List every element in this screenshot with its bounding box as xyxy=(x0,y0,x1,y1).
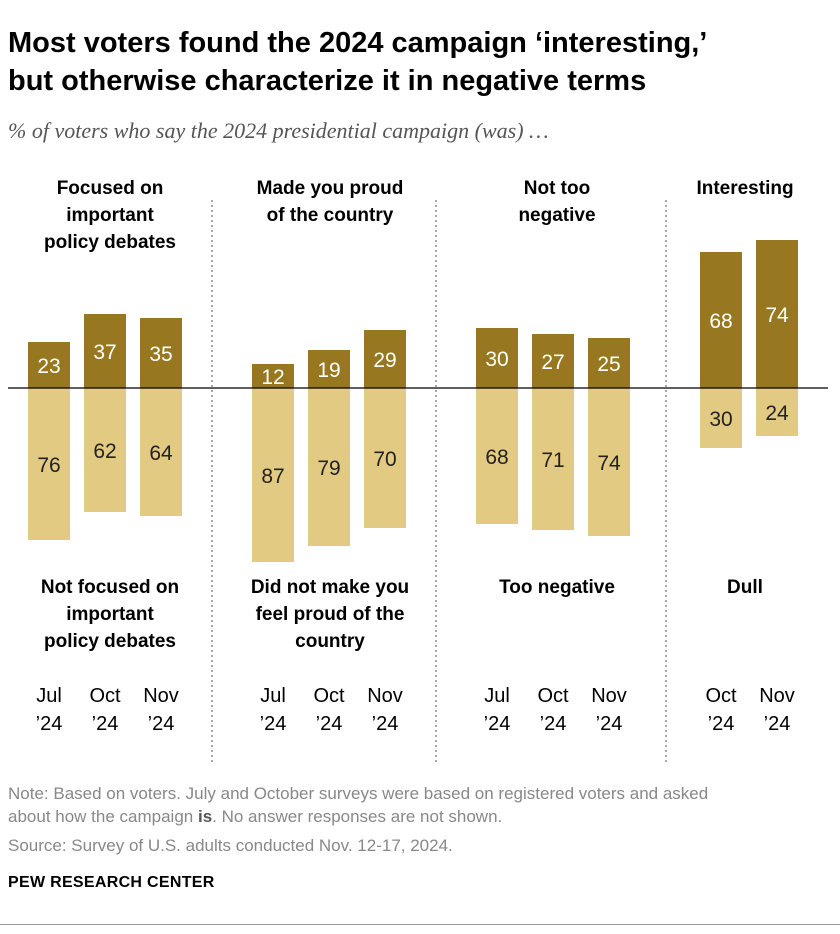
data-label-negative: 74 xyxy=(597,452,621,475)
data-label-positive: 25 xyxy=(597,353,620,376)
note-line-2: about how the campaign is. No answer res… xyxy=(8,805,838,828)
bar-positive xyxy=(308,350,350,388)
data-label-positive: 35 xyxy=(149,343,172,366)
bar-chart: Focused on important policy debates Not foc… xyxy=(8,178,828,762)
group-bottom-label-2: Did not make you xyxy=(251,577,409,598)
data-label-negative: 87 xyxy=(261,465,284,488)
x-tick-year: ’24 xyxy=(484,713,511,735)
group-top-label-2: Made you proud xyxy=(257,178,404,199)
group-bottom-label-2: country xyxy=(295,631,365,652)
bar-negative xyxy=(28,388,70,540)
bar-negative xyxy=(756,388,798,436)
x-tick-year: ’24 xyxy=(540,713,567,735)
data-label-positive: 68 xyxy=(709,310,732,333)
x-tick-year: ’24 xyxy=(92,713,119,735)
bar-positive xyxy=(588,338,630,388)
group-top-label-2: of the country xyxy=(267,205,394,226)
bar-negative xyxy=(532,388,574,530)
group-top-label-1: important xyxy=(66,205,154,226)
data-label-negative: 30 xyxy=(709,408,732,431)
group-bottom-label-3: Too negative xyxy=(499,577,615,598)
data-label-positive: 29 xyxy=(373,349,396,372)
x-tick-month: Jul xyxy=(484,685,510,707)
data-label-negative: 68 xyxy=(485,446,508,469)
group-top-label-3: negative xyxy=(518,205,595,226)
bar-negative xyxy=(140,388,182,516)
chart-source: Source: Survey of U.S. adults conducted … xyxy=(8,836,453,855)
group-bottom-label-1: important xyxy=(66,604,154,625)
data-label-positive: 23 xyxy=(37,355,60,378)
x-tick-month: Nov xyxy=(759,685,795,707)
bar-positive xyxy=(28,342,70,388)
x-tick-year: ’24 xyxy=(316,713,343,735)
x-tick-year: ’24 xyxy=(260,713,287,735)
data-label-positive: 74 xyxy=(765,304,789,327)
data-label-negative: 62 xyxy=(93,440,116,463)
group-bottom-label-1: policy debates xyxy=(44,631,176,652)
x-tick-year: ’24 xyxy=(372,713,399,735)
bar-positive xyxy=(700,252,742,388)
x-tick-year: ’24 xyxy=(148,713,175,735)
bar-negative xyxy=(700,388,742,448)
note-line-2-start: about how the campaign xyxy=(8,807,198,826)
bar-negative xyxy=(588,388,630,536)
x-tick-year: ’24 xyxy=(36,713,63,735)
data-label-negative: 24 xyxy=(765,402,789,425)
bar-positive xyxy=(140,318,182,388)
note-line-2-end: . No answer responses are not shown. xyxy=(212,807,503,826)
note-line-1: Note: Based on voters. July and October … xyxy=(8,784,709,803)
data-label-positive: 27 xyxy=(541,351,564,374)
chart-title-line-1: Most voters found the 2024 campaign ‘int… xyxy=(8,27,708,59)
bar-negative xyxy=(84,388,126,512)
bar-positive xyxy=(756,240,798,388)
group-bottom-label-2: feel proud of the xyxy=(256,604,405,625)
data-label-positive: 37 xyxy=(93,341,116,364)
x-tick-month: Jul xyxy=(36,685,62,707)
data-label-positive: 19 xyxy=(317,359,340,382)
group-top-label-3: Not too xyxy=(524,178,590,199)
group-top-label-4: Interesting xyxy=(696,178,793,199)
data-label-negative: 64 xyxy=(149,442,173,465)
note-emphasis: is xyxy=(197,807,213,826)
x-tick-month: Jul xyxy=(260,685,286,707)
bar-negative xyxy=(476,388,518,524)
x-tick-month: Oct xyxy=(537,685,569,707)
chart-title: Most voters found the 2024 campaign ‘int… xyxy=(8,24,838,100)
data-label-negative: 79 xyxy=(317,457,340,480)
data-label-positive: 12 xyxy=(261,366,284,389)
x-tick-month: Nov xyxy=(367,685,403,707)
group-bottom-label-1: Not focused on xyxy=(41,577,179,598)
data-label-negative: 70 xyxy=(373,448,396,471)
x-tick-month: Oct xyxy=(313,685,345,707)
group-top-label-1: policy debates xyxy=(44,232,176,253)
x-tick-year: ’24 xyxy=(596,713,623,735)
x-tick-month: Oct xyxy=(705,685,737,707)
bar-positive xyxy=(476,328,518,388)
data-label-negative: 76 xyxy=(37,454,60,477)
chart-subtitle: % of voters who say the 2024 presidentia… xyxy=(8,118,549,143)
bar-negative xyxy=(308,388,350,546)
bar-positive xyxy=(532,334,574,388)
group-bottom-label-4: Dull xyxy=(727,577,763,598)
x-tick-month: Nov xyxy=(591,685,627,707)
bar-negative xyxy=(252,388,294,562)
bar-positive xyxy=(364,330,406,388)
data-label-positive: 30 xyxy=(485,348,508,371)
bar-positive xyxy=(252,364,294,388)
x-tick-month: Oct xyxy=(89,685,121,707)
footer-divider xyxy=(0,924,840,925)
data-label-negative: 71 xyxy=(541,449,564,472)
group-top-label-1: Focused on xyxy=(57,178,164,199)
x-tick-year: ’24 xyxy=(764,713,791,735)
bar-negative xyxy=(364,388,406,528)
x-tick-month: Nov xyxy=(143,685,179,707)
x-tick-year: ’24 xyxy=(708,713,735,735)
chart-title-line-2: but otherwise characterize it in negativ… xyxy=(8,65,647,97)
pew-logo: PEW RESEARCH CENTER xyxy=(8,874,215,891)
chart-note: Note: Based on voters. July and October … xyxy=(8,782,838,828)
bar-positive xyxy=(84,314,126,388)
